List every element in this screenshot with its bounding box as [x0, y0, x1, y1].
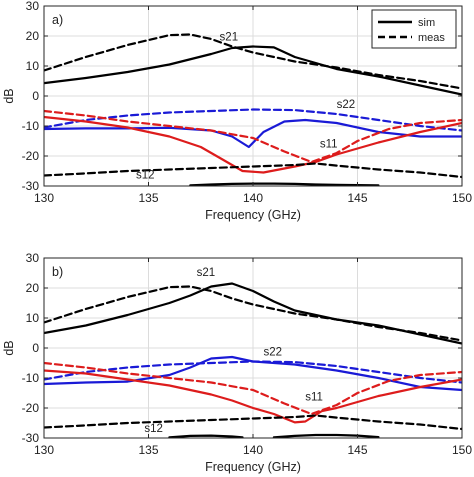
- series-line-5: [44, 361, 462, 416]
- y-tick-label: -30: [22, 179, 40, 193]
- panel-label: a): [52, 13, 63, 27]
- annotation-s12: s12: [144, 423, 163, 435]
- series-line-4: [44, 369, 462, 424]
- x-axis-label: Frequency (GHz): [205, 208, 301, 222]
- annotation-s22: s22: [337, 99, 356, 111]
- annotation-s21: s21: [220, 32, 239, 44]
- series-line-6: [189, 182, 380, 186]
- panel-label: b): [52, 265, 63, 279]
- panel-a: 130 135 140 145 150 -30 -20 -10 0 10 20 30 Frequency…: [2, 0, 472, 222]
- x-tick-label: 150: [452, 443, 472, 457]
- x-tick-label: 140: [243, 443, 263, 457]
- y-tick-label: -20: [22, 401, 40, 415]
- x-tick-label: 145: [347, 191, 367, 205]
- y-tick-label: 30: [26, 0, 40, 13]
- y-tick-label: -20: [22, 149, 40, 163]
- series-line-3: [44, 108, 462, 132]
- y-tick-label: 0: [32, 341, 39, 355]
- y-tick-label: 0: [32, 89, 39, 103]
- series-line-1: [44, 33, 462, 90]
- series-line-3: [44, 360, 462, 384]
- y-axis-label: dB: [2, 88, 16, 103]
- x-tick-label: 140: [243, 191, 263, 205]
- legend: sim meas: [371, 9, 457, 49]
- series-line-7: [272, 433, 380, 438]
- series-line-0: [44, 282, 462, 345]
- x-tick-label: 130: [34, 191, 54, 205]
- series-line-2: [44, 355, 462, 392]
- series-line-8: [44, 414, 462, 431]
- annotation-s12: s12: [136, 170, 155, 182]
- y-tick-label: -10: [22, 119, 40, 133]
- annotation-s11: s11: [305, 392, 323, 404]
- annotation-s22: s22: [263, 347, 282, 359]
- y-tick-label: 10: [26, 311, 40, 325]
- series-line-4: [44, 115, 462, 174]
- series-line-1: [44, 285, 462, 342]
- series-line-5: [44, 109, 462, 164]
- series-group: [44, 282, 462, 438]
- y-axis-label: dB: [2, 340, 16, 355]
- y-tick-label: -30: [22, 431, 40, 445]
- x-tick-label: 145: [347, 443, 367, 457]
- legend-label-meas: meas: [418, 32, 445, 44]
- y-tick-label: 10: [26, 59, 40, 73]
- series-line-7: [44, 162, 462, 179]
- x-axis-label: Frequency (GHz): [205, 460, 301, 474]
- x-tick-label: 135: [138, 443, 158, 457]
- legend-label-sim: sim: [418, 17, 435, 29]
- x-tick-label: 150: [452, 191, 472, 205]
- y-tick-label: 20: [26, 281, 40, 295]
- annotation-s11: s11: [320, 139, 338, 151]
- y-tick-label: 30: [26, 251, 40, 265]
- legend-box: [371, 9, 457, 49]
- series-group: [44, 33, 462, 186]
- series-line-0: [44, 45, 462, 96]
- y-tick-label: -10: [22, 371, 40, 385]
- panel-b: 130 135 140 145 150 -30 -20 -10 0 10 20 30 Frequency…: [2, 251, 472, 474]
- annotation-s21: s21: [197, 267, 216, 279]
- y-tick-label: 20: [26, 29, 40, 43]
- x-tick-label: 130: [34, 443, 54, 457]
- series-line-6: [168, 434, 244, 438]
- x-tick-label: 135: [138, 191, 158, 205]
